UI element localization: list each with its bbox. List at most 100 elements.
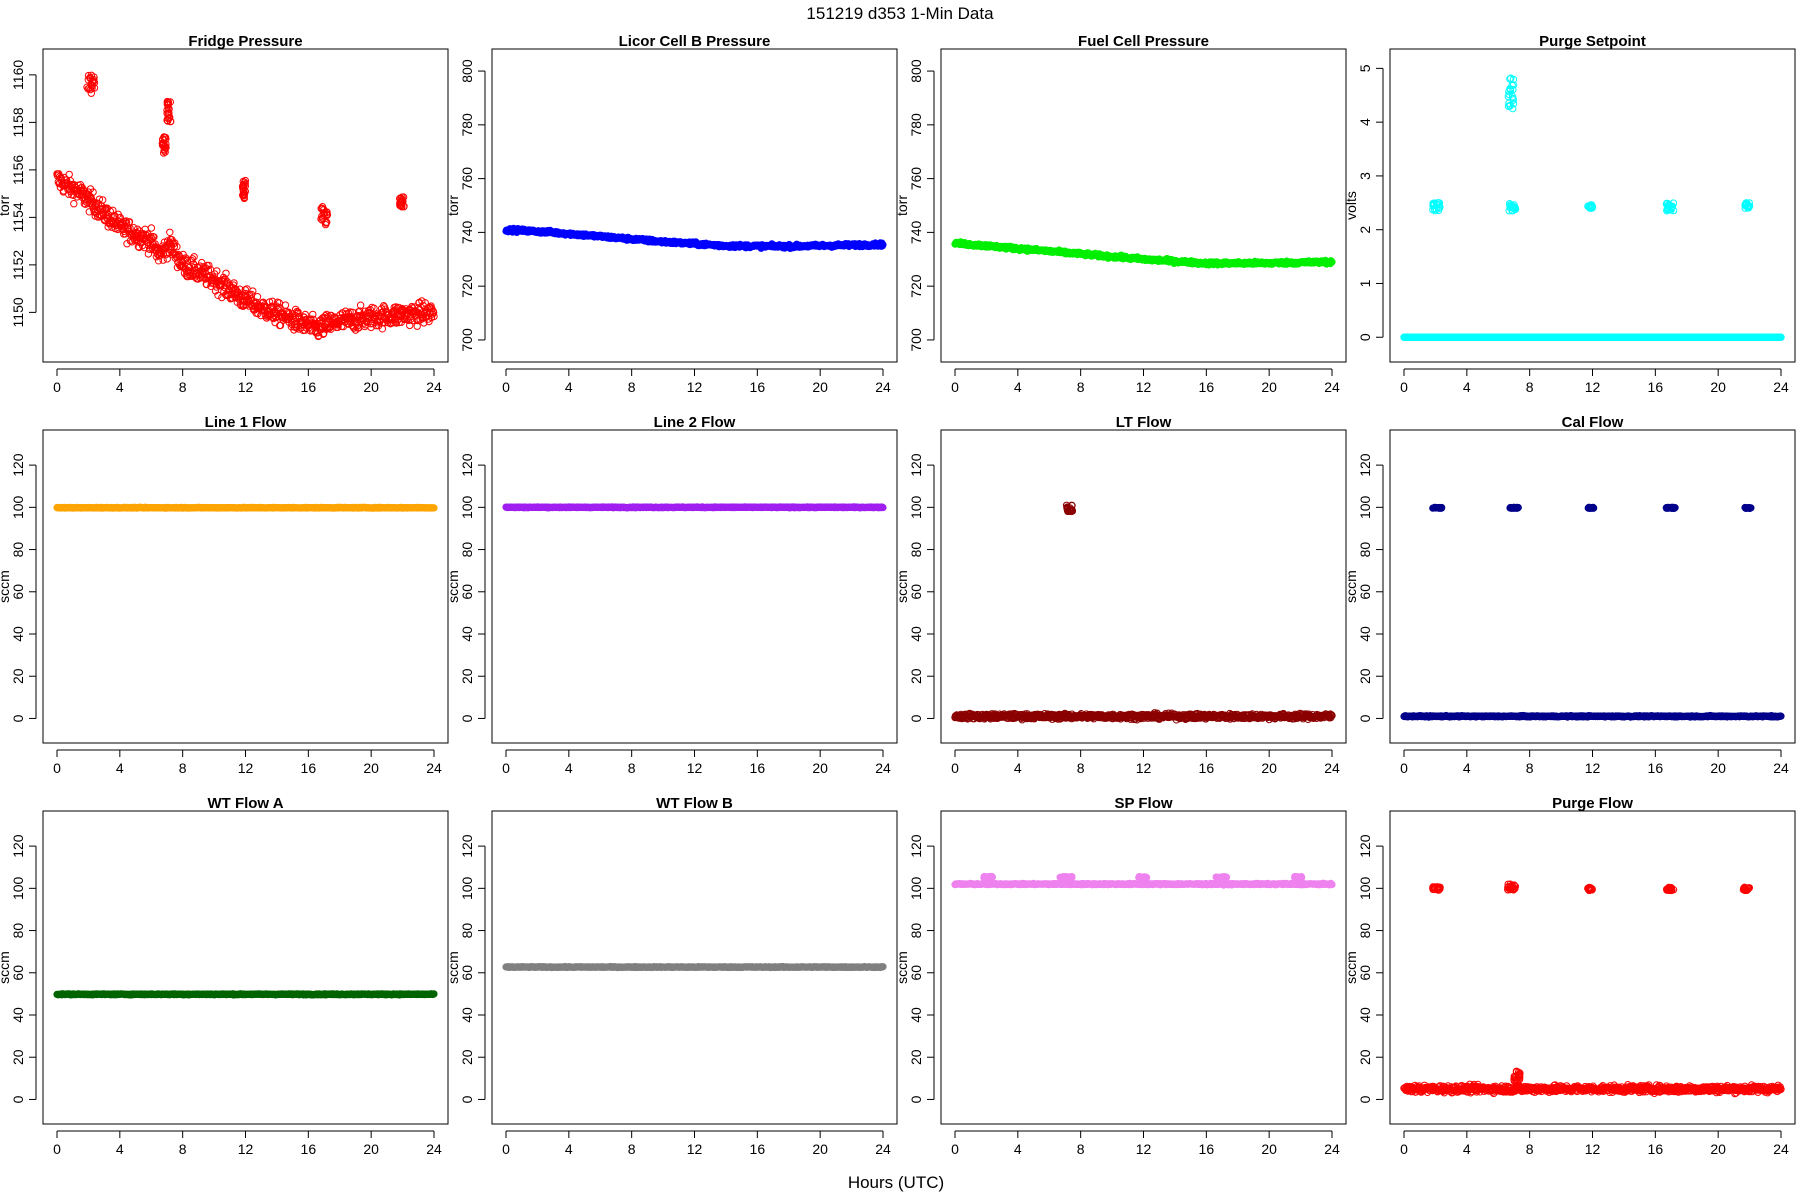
data-point <box>89 188 97 196</box>
x-tick-label: 4 <box>116 760 124 776</box>
data-point <box>318 203 327 211</box>
y-tick-label: 1154 <box>10 202 26 232</box>
y-tick-label: 1158 <box>10 107 26 137</box>
x-tick-label: 0 <box>951 379 959 395</box>
data-point <box>173 243 181 251</box>
data-point <box>219 273 228 282</box>
data-point <box>425 317 433 326</box>
y-tick-label: 740 <box>908 220 924 244</box>
y-tick-label: 760 <box>459 167 475 191</box>
x-axis: 0 4 8 12 16 20 24 <box>53 368 442 395</box>
x-tick-label: 12 <box>1136 379 1152 395</box>
data-point <box>240 194 249 203</box>
x-axis: 0 4 8 12 16 20 24 <box>53 749 442 776</box>
data-point <box>214 291 222 299</box>
data-point <box>74 190 82 198</box>
y-axis-label: sccm <box>0 570 12 603</box>
data-point <box>322 310 331 319</box>
y-tick-label: 800 <box>459 59 475 83</box>
x-tick-label: 12 <box>687 379 703 395</box>
plot-frame <box>491 429 898 744</box>
data-point <box>166 117 175 126</box>
data-point <box>65 170 73 179</box>
y-tick-label: 5 <box>1357 64 1373 72</box>
data-point <box>249 287 257 295</box>
data-point <box>161 133 169 142</box>
data-point <box>211 287 220 295</box>
x-tick-label: 0 <box>502 379 510 395</box>
x-tick-label: 24 <box>426 760 442 776</box>
data-point <box>239 177 248 186</box>
data-point <box>268 297 277 305</box>
y-tick-label: 0 <box>10 714 26 722</box>
plot-frame <box>940 48 1347 363</box>
y-tick-label: 720 <box>459 274 475 298</box>
data-points <box>502 503 887 512</box>
data-point <box>161 148 169 156</box>
data-point <box>380 302 388 310</box>
y-tick-label: 3 <box>1357 172 1373 180</box>
y-tick-label: 780 <box>459 113 475 137</box>
data-points <box>53 503 438 512</box>
x-tick-label: 12 <box>238 760 254 776</box>
y-tick-label: 1 <box>1357 279 1373 287</box>
data-point <box>99 196 107 204</box>
data-points <box>951 238 1336 269</box>
x-tick-label: 20 <box>363 760 379 776</box>
x-tick-label: 8 <box>628 379 636 395</box>
figure-title: 151219 d353 1-Min Data <box>806 4 994 23</box>
data-point <box>323 218 331 227</box>
x-tick-label: 16 <box>1199 379 1215 395</box>
data-point <box>175 252 183 260</box>
data-point <box>317 215 325 223</box>
data-point <box>88 77 97 85</box>
data-point <box>320 329 328 338</box>
x-tick-label: 24 <box>875 379 891 395</box>
data-point <box>177 262 185 270</box>
data-point <box>162 143 170 152</box>
data-point <box>309 310 317 319</box>
x-tick-label: 0 <box>1400 379 1408 395</box>
y-tick-label: 20 <box>10 668 26 684</box>
y-tick-label: 1156 <box>10 155 26 185</box>
data-point <box>87 80 95 89</box>
x-tick-label: 8 <box>179 760 187 776</box>
y-tick-label: 1152 <box>10 250 26 280</box>
data-point <box>55 170 63 178</box>
data-point <box>239 184 247 193</box>
panel-title: Fridge Pressure <box>188 33 302 50</box>
data-point <box>203 280 211 289</box>
data-point <box>367 323 375 332</box>
data-point <box>253 293 262 301</box>
y-tick-label: 2 <box>1357 226 1373 234</box>
x-axis: 0 4 8 12 16 20 24 <box>1400 368 1789 395</box>
data-point <box>70 200 78 208</box>
x-tick-label: 20 <box>812 379 828 395</box>
data-point <box>55 173 64 181</box>
data-point <box>147 224 156 232</box>
x-tick-label: 24 <box>1773 379 1789 395</box>
data-point <box>88 84 96 92</box>
y-tick-label: 1150 <box>10 297 26 327</box>
x-tick-label: 16 <box>301 379 317 395</box>
data-point <box>163 100 172 108</box>
data-point <box>95 195 104 203</box>
data-points <box>502 224 887 252</box>
data-point <box>188 255 197 263</box>
y-tick-label: 100 <box>10 495 26 519</box>
data-point <box>183 256 192 264</box>
data-point <box>301 310 309 319</box>
x-tick-label: 24 <box>426 379 442 395</box>
data-point <box>1328 258 1336 266</box>
x-tick-label: 20 <box>1710 379 1726 395</box>
data-point <box>190 253 198 261</box>
x-axis: 0 4 8 12 16 20 24 <box>502 368 891 395</box>
data-points <box>1400 74 1785 341</box>
y-tick-label: 40 <box>10 626 26 642</box>
